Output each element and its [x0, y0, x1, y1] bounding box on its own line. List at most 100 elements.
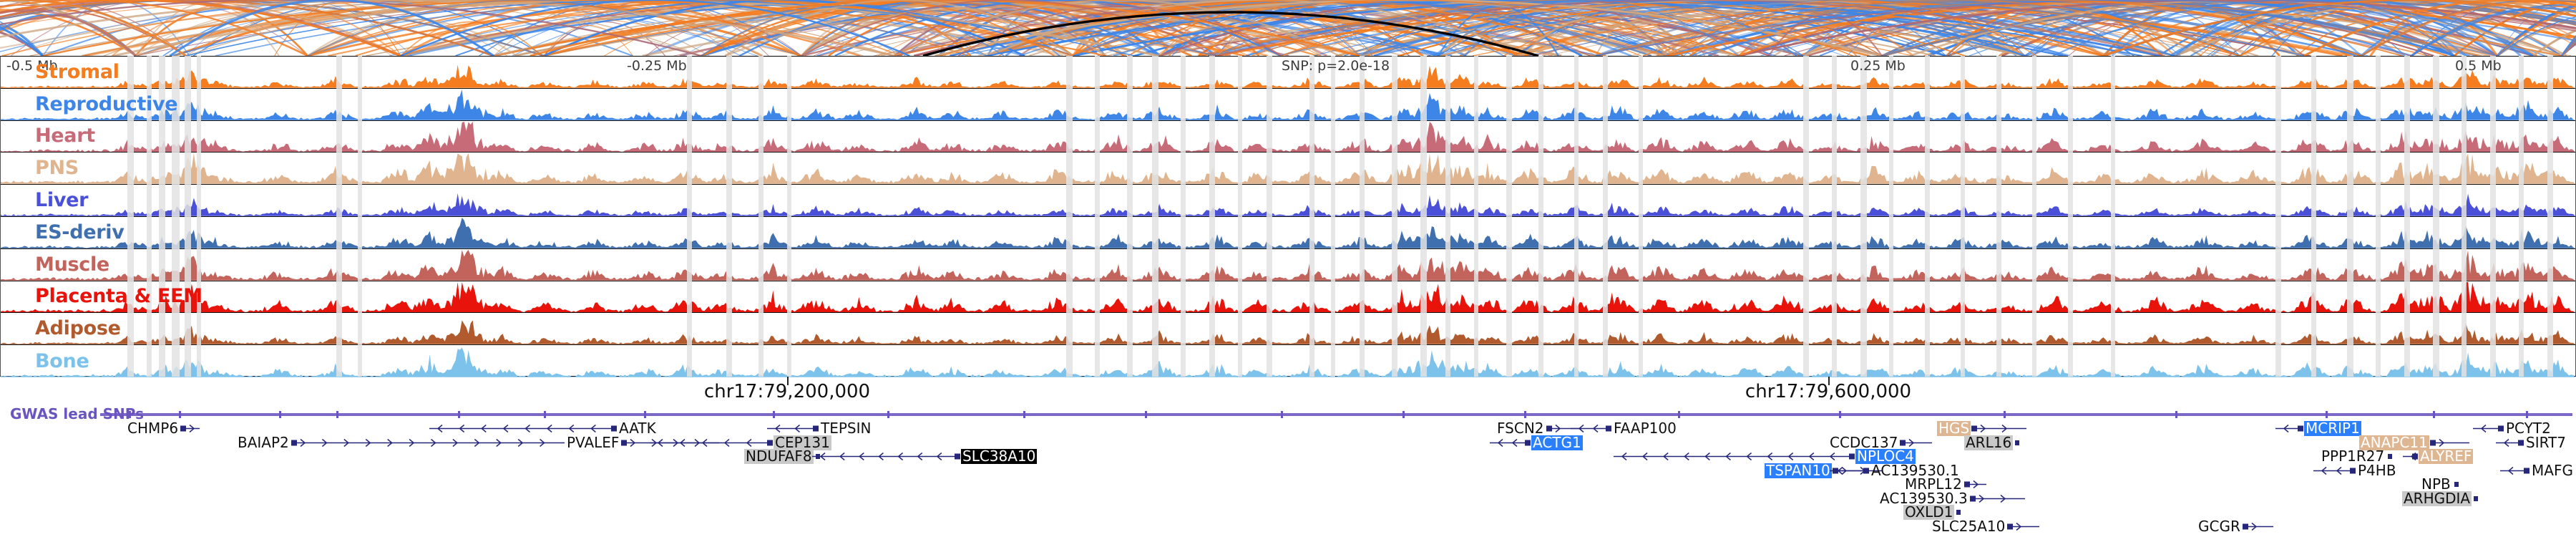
gene-annotation[interactable]: PCYT2 — [2472, 421, 2552, 436]
gene-label[interactable]: AC139530.3 — [1880, 489, 1968, 507]
gene-annotation[interactable]: NPLOC4 — [1612, 449, 1916, 464]
gene-annotation[interactable]: SLC38A10 — [811, 448, 1038, 465]
interaction-arc — [1359, 0, 1853, 56]
gene-annotation[interactable]: MRPL12 — [1903, 477, 1988, 492]
gene-annotation[interactable]: ARHGDIA — [2402, 489, 2480, 507]
gwas-lead-snp-marker[interactable] — [2433, 411, 2435, 418]
gene-annotation[interactable]: TEPSIN — [766, 421, 872, 436]
gene-label[interactable]: CCDC137 — [1830, 433, 1898, 451]
gwas-lead-snp-marker[interactable] — [336, 411, 338, 418]
gene-label[interactable]: NPB — [2421, 475, 2451, 493]
signal-area — [1, 217, 2575, 248]
interaction-arc — [0, 0, 401, 56]
gene-annotation[interactable]: CCDC137 — [1828, 435, 1933, 450]
gene-annotation[interactable]: SLC25A10 — [1931, 517, 2041, 535]
axis-tick-label: -0.25 Mb — [627, 58, 687, 74]
gene-annotation[interactable]: NPB — [2420, 477, 2461, 492]
gene-label[interactable]: TSPAN10 — [1765, 461, 1832, 479]
gene-annotation[interactable]: PPP1R27 — [2320, 449, 2394, 464]
interaction-arc — [530, 0, 1360, 56]
gene-annotation[interactable]: ACTG1 — [1488, 435, 1583, 450]
gwas-lead-snp-marker[interactable] — [887, 411, 889, 418]
gene-label[interactable]: ARL16 — [1964, 433, 2014, 451]
gene-label[interactable]: ACTG1 — [1531, 433, 1583, 451]
gene-label[interactable]: FAAP100 — [1614, 420, 1677, 437]
gene-annotation[interactable]: MCRIP1 — [2274, 421, 2361, 436]
gwas-lead-snp-marker[interactable] — [2526, 411, 2528, 418]
interaction-arc — [307, 19, 517, 56]
gwas-lead-snp-marker[interactable] — [179, 411, 181, 418]
gene-annotation[interactable]: ANAPC11 — [2359, 435, 2471, 450]
gene-annotation[interactable]: AC139530.3 — [1878, 489, 2026, 507]
gene-model — [811, 449, 961, 464]
gwas-lead-snp-marker[interactable] — [1839, 411, 1841, 418]
gene-annotation[interactable]: GCGR — [2197, 517, 2275, 535]
gene-label[interactable]: SIRT7 — [2526, 433, 2566, 451]
gwas-lead-snp-marker[interactable] — [2004, 411, 2006, 418]
track-label-pns: PNS — [35, 157, 79, 180]
gwas-lead-snp-marker[interactable] — [458, 411, 460, 418]
gwas-lead-snp-marker[interactable] — [1145, 411, 1147, 418]
gwas-lead-snp-marker[interactable] — [1524, 411, 1526, 418]
gene-label[interactable]: GCGR — [2198, 517, 2240, 535]
gene-annotation[interactable]: FAAP100 — [1569, 421, 1678, 436]
gene-label[interactable]: PVALEF — [567, 433, 620, 451]
gene-annotation[interactable]: CHMP6 — [126, 421, 201, 436]
gene-annotation[interactable]: CEP131 — [648, 435, 831, 450]
gene-annotation[interactable]: BAIAP2 — [236, 435, 566, 450]
gwas-lead-snp-marker[interactable] — [1281, 411, 1283, 418]
interaction-arc — [1595, 0, 2480, 56]
gene-annotation[interactable]: AATK — [428, 421, 658, 436]
gene-annotation[interactable]: P4HB — [2312, 463, 2398, 478]
gwas-lead-snp-marker[interactable] — [644, 411, 646, 418]
gene-model — [648, 435, 774, 450]
interaction-arc — [834, 0, 1282, 56]
gene-label[interactable]: MCRIP1 — [2304, 420, 2361, 437]
interaction-arc — [1667, 0, 2037, 56]
gene-label[interactable]: OXLD1 — [1903, 503, 1955, 521]
gwas-lead-snp-marker[interactable] — [2175, 411, 2177, 418]
gene-label[interactable]: NDUFAF8 — [744, 448, 814, 465]
gene-label[interactable]: SLC25A10 — [1932, 517, 2006, 535]
gene-label[interactable]: ALYREF — [2419, 448, 2474, 465]
gene-label[interactable]: MAFG — [2532, 461, 2573, 479]
gene-model — [2472, 491, 2480, 506]
gene-label[interactable]: CHMP6 — [127, 420, 179, 437]
gene-label[interactable]: AC139530.1 — [1871, 461, 1959, 479]
gwas-lead-snp-marker[interactable] — [773, 411, 775, 418]
gene-label[interactable]: ANAPC11 — [2359, 433, 2429, 451]
gene-label[interactable]: BAIAP2 — [238, 433, 289, 451]
axis-tick-label: -0.5 Mb — [6, 58, 58, 74]
gene-annotation[interactable]: ALYREF — [2401, 448, 2474, 465]
gene-label[interactable]: P4HB — [2358, 461, 2396, 479]
signal-track: Liver — [1, 185, 2575, 217]
gwas-lead-snp-marker[interactable] — [129, 411, 131, 418]
gene-label[interactable]: SLC38A10 — [961, 448, 1038, 465]
gwas-lead-snp-marker[interactable] — [544, 411, 546, 418]
gene-annotation[interactable]: SIRT7 — [2494, 435, 2567, 450]
gwas-lead-snp-marker[interactable] — [1023, 411, 1025, 418]
gene-annotation[interactable]: OXLD1 — [1903, 505, 1963, 520]
gene-label[interactable]: AATK — [619, 420, 656, 437]
gene-label[interactable]: MRPL12 — [1905, 475, 1962, 493]
gene-annotation[interactable]: ARL16 — [1964, 435, 2021, 450]
gene-annotation[interactable]: MAFG — [2499, 463, 2575, 478]
gene-label[interactable]: NPLOC4 — [1855, 448, 1916, 465]
gene-label[interactable]: PCYT2 — [2506, 420, 2551, 437]
gene-annotation[interactable]: AC139530.1 — [1828, 463, 1961, 478]
gene-label[interactable]: FSCN2 — [1497, 420, 1544, 437]
gwas-track-line — [100, 413, 2572, 416]
gene-annotation[interactable]: NDUFAF8 — [744, 449, 822, 464]
gwas-lead-snp-marker[interactable] — [2326, 411, 2328, 418]
gwas-lead-snp-marker[interactable] — [1402, 411, 1405, 418]
gene-label[interactable]: CEP131 — [774, 433, 831, 451]
gwas-lead-snp-marker[interactable] — [279, 411, 281, 418]
gwas-lead-snp-marker[interactable] — [1678, 411, 1680, 418]
chromatin-interaction-arcs — [0, 0, 2576, 56]
gene-label[interactable]: TEPSIN — [821, 420, 872, 437]
gene-annotation[interactable]: HGS — [1937, 421, 2028, 436]
interaction-arc — [2361, 0, 2576, 56]
gene-label[interactable]: PPP1R27 — [2321, 448, 2385, 465]
gene-label[interactable]: ARHGDIA — [2402, 489, 2472, 507]
gene-label[interactable]: HGS — [1937, 420, 1971, 437]
